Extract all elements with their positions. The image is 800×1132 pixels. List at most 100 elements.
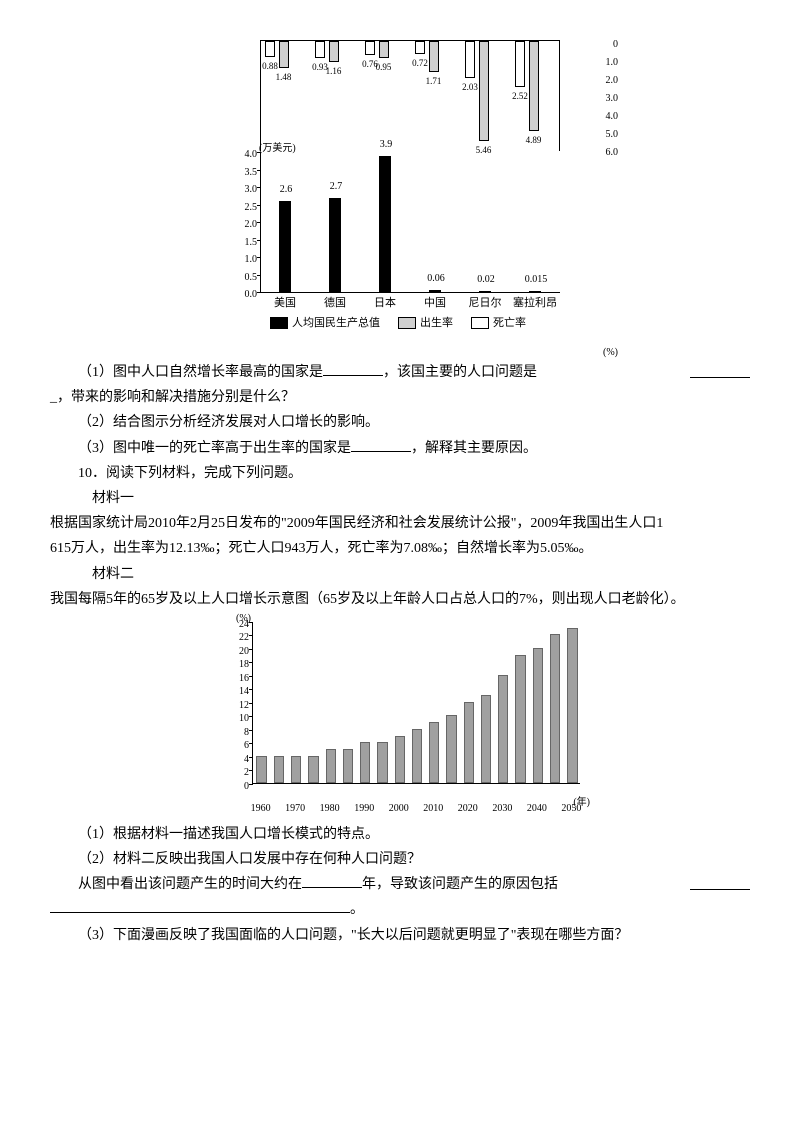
death-bar xyxy=(265,41,275,57)
chart1-wrap: 1.480.881.160.930.950.761.710.725.462.03… xyxy=(50,40,750,350)
chart1-bot-tick-label: 2.0 xyxy=(237,216,257,234)
chart2-wrap: (%) 024681012141618202224 19601970198019… xyxy=(50,612,750,812)
chart1-top-tick: 4.0 xyxy=(606,108,619,126)
chart1-bot-tick-label: 3.5 xyxy=(237,164,257,182)
birth-val: 4.89 xyxy=(520,132,548,148)
chart1-xlabel: 日本 xyxy=(360,294,410,314)
chart1-xlabel: 尼日尔 xyxy=(460,294,510,314)
chart2-xlabel: 2030 xyxy=(487,800,517,818)
q2-3: （3）下面漫画反映了我国面临的人口问题，"长大以后问题就更明显了"表现在哪些方面… xyxy=(50,923,750,948)
death-bar xyxy=(515,41,525,87)
blank xyxy=(323,361,383,376)
chart1-top-unit: (%) xyxy=(603,344,618,362)
chart1-xlabel: 德国 xyxy=(310,294,360,314)
q2-2b-line2: 。 xyxy=(50,897,750,922)
m2-line1: 我国每隔5年的65岁及以上人口增长示意图（65岁及以上年龄人口占总人口的7%，则… xyxy=(50,587,750,612)
chart1-bot-tick-label: 1.0 xyxy=(237,251,257,269)
m2-title: 材料二 xyxy=(50,562,750,587)
death-bar xyxy=(365,41,375,55)
death-val: 2.03 xyxy=(456,79,484,95)
gdp-bar xyxy=(479,291,491,292)
chart2-bar xyxy=(498,675,508,783)
legend-death: 死亡率 xyxy=(471,314,526,334)
chart2-bar xyxy=(533,648,543,783)
q2-2: （2）材料二反映出我国人口发展中存在何种人口问题？ xyxy=(50,847,750,872)
chart2-xlabel: 2010 xyxy=(418,800,448,818)
chart2-bar xyxy=(567,628,577,783)
m1-title: 材料一 xyxy=(50,486,750,511)
chart1-bot-tick-label: 2.5 xyxy=(237,199,257,217)
death-val: 0.76 xyxy=(356,56,384,72)
legend-birth: 出生率 xyxy=(398,314,453,334)
gdp-bar xyxy=(529,291,541,292)
gdp-bar xyxy=(279,201,291,292)
gdp-val: 2.6 xyxy=(261,181,311,199)
blank xyxy=(690,360,750,378)
chart2-plot: 024681012141618202224 xyxy=(252,622,580,784)
q1-2: （2）结合图示分析经济发展对人口增长的影响。 xyxy=(50,410,750,435)
chart2-xlabel: 1970 xyxy=(280,800,310,818)
chart2-bar xyxy=(429,722,439,783)
chart2-xlabel: 1990 xyxy=(349,800,379,818)
chart2-bar xyxy=(377,742,387,783)
chart1-bot-tick-label: 0.5 xyxy=(237,269,257,287)
death-val: 0.93 xyxy=(306,59,334,75)
gdp-bar xyxy=(429,290,441,292)
blank xyxy=(690,872,750,890)
gdp-bar xyxy=(329,198,341,293)
chart2-bar xyxy=(274,756,284,783)
chart1-top-tick: 0 xyxy=(613,36,618,54)
chart2-bar xyxy=(360,742,370,783)
chart2-bar xyxy=(550,634,560,783)
chart1-xlabel: 塞拉利昂 xyxy=(510,294,560,314)
chart2-xlabel: 1980 xyxy=(315,800,345,818)
chart2-bar xyxy=(291,756,301,783)
chart2-bar xyxy=(308,756,318,783)
chart1-gdp-ylabel: (万美元) xyxy=(259,140,296,158)
chart1-top-tick: 3.0 xyxy=(606,90,619,108)
gdp-val: 3.9 xyxy=(361,136,411,154)
gdp-val: 0.06 xyxy=(411,270,461,288)
chart2-bar xyxy=(481,695,491,783)
death-bar xyxy=(315,41,325,58)
chart1-bot-tick-label: 4.0 xyxy=(237,146,257,164)
chart2-xlabel: 2040 xyxy=(522,800,552,818)
blank xyxy=(351,437,411,452)
chart2-xlabel: 2000 xyxy=(384,800,414,818)
gdp-val: 0.015 xyxy=(511,271,561,289)
chart2-bar xyxy=(343,749,353,783)
chart1-bot-tick-label: 1.5 xyxy=(237,234,257,252)
chart1-bottom-panel: (万美元) 0.00.51.01.52.02.53.03.54.02.62.73… xyxy=(260,152,560,293)
chart1-xlabels: 美国德国日本中国尼日尔塞拉利昂 xyxy=(260,294,560,310)
gdp-bar xyxy=(379,156,391,293)
chart2-bar xyxy=(515,655,525,783)
chart1-xlabel: 中国 xyxy=(410,294,460,314)
chart2-bar xyxy=(256,756,266,783)
chart1-bot-tick-label: 3.0 xyxy=(237,181,257,199)
death-bar xyxy=(415,41,425,54)
q1-3: （3）图中唯一的死亡率高于出生率的国家是，解释其主要原因。 xyxy=(50,436,750,461)
legend-gdp: 人均国民生产总值 xyxy=(270,314,380,334)
death-bar xyxy=(465,41,475,78)
q2-1: （1）根据材料一描述我国人口增长模式的特点。 xyxy=(50,822,750,847)
death-val: 0.72 xyxy=(406,55,434,71)
death-val: 2.52 xyxy=(506,88,534,104)
q10-header: 10．阅读下列材料，完成下列问题。 xyxy=(50,461,750,486)
chart2-bar xyxy=(395,736,405,783)
chart1-xlabel: 美国 xyxy=(260,294,310,314)
chart1-bot-tick-label: 0.0 xyxy=(237,286,257,304)
chart2-ytick: 24 xyxy=(229,616,249,634)
blank xyxy=(302,873,362,888)
chart1-top-tick: 6.0 xyxy=(606,144,619,162)
chart1-legend: 人均国民生产总值 出生率 死亡率 xyxy=(270,314,560,334)
q2-2b: 从图中看出该问题产生的时间大约在年，导致该问题产生的原因包括 xyxy=(50,872,750,897)
chart1-top-panel: 1.480.881.160.930.950.761.710.725.462.03… xyxy=(260,40,560,151)
chart2-bar xyxy=(446,715,456,783)
blank xyxy=(50,898,350,913)
m1-line1: 根据国家统计局2010年2月25日发布的"2009年国民经济和社会发展统计公报"… xyxy=(50,511,750,536)
chart2-bar xyxy=(326,749,336,783)
chart1-top-tick: 1.0 xyxy=(606,54,619,72)
chart2: (%) 024681012141618202224 19601970198019… xyxy=(210,612,590,812)
chart1-top-tick: 2.0 xyxy=(606,72,619,90)
chart2-bar xyxy=(412,729,422,783)
